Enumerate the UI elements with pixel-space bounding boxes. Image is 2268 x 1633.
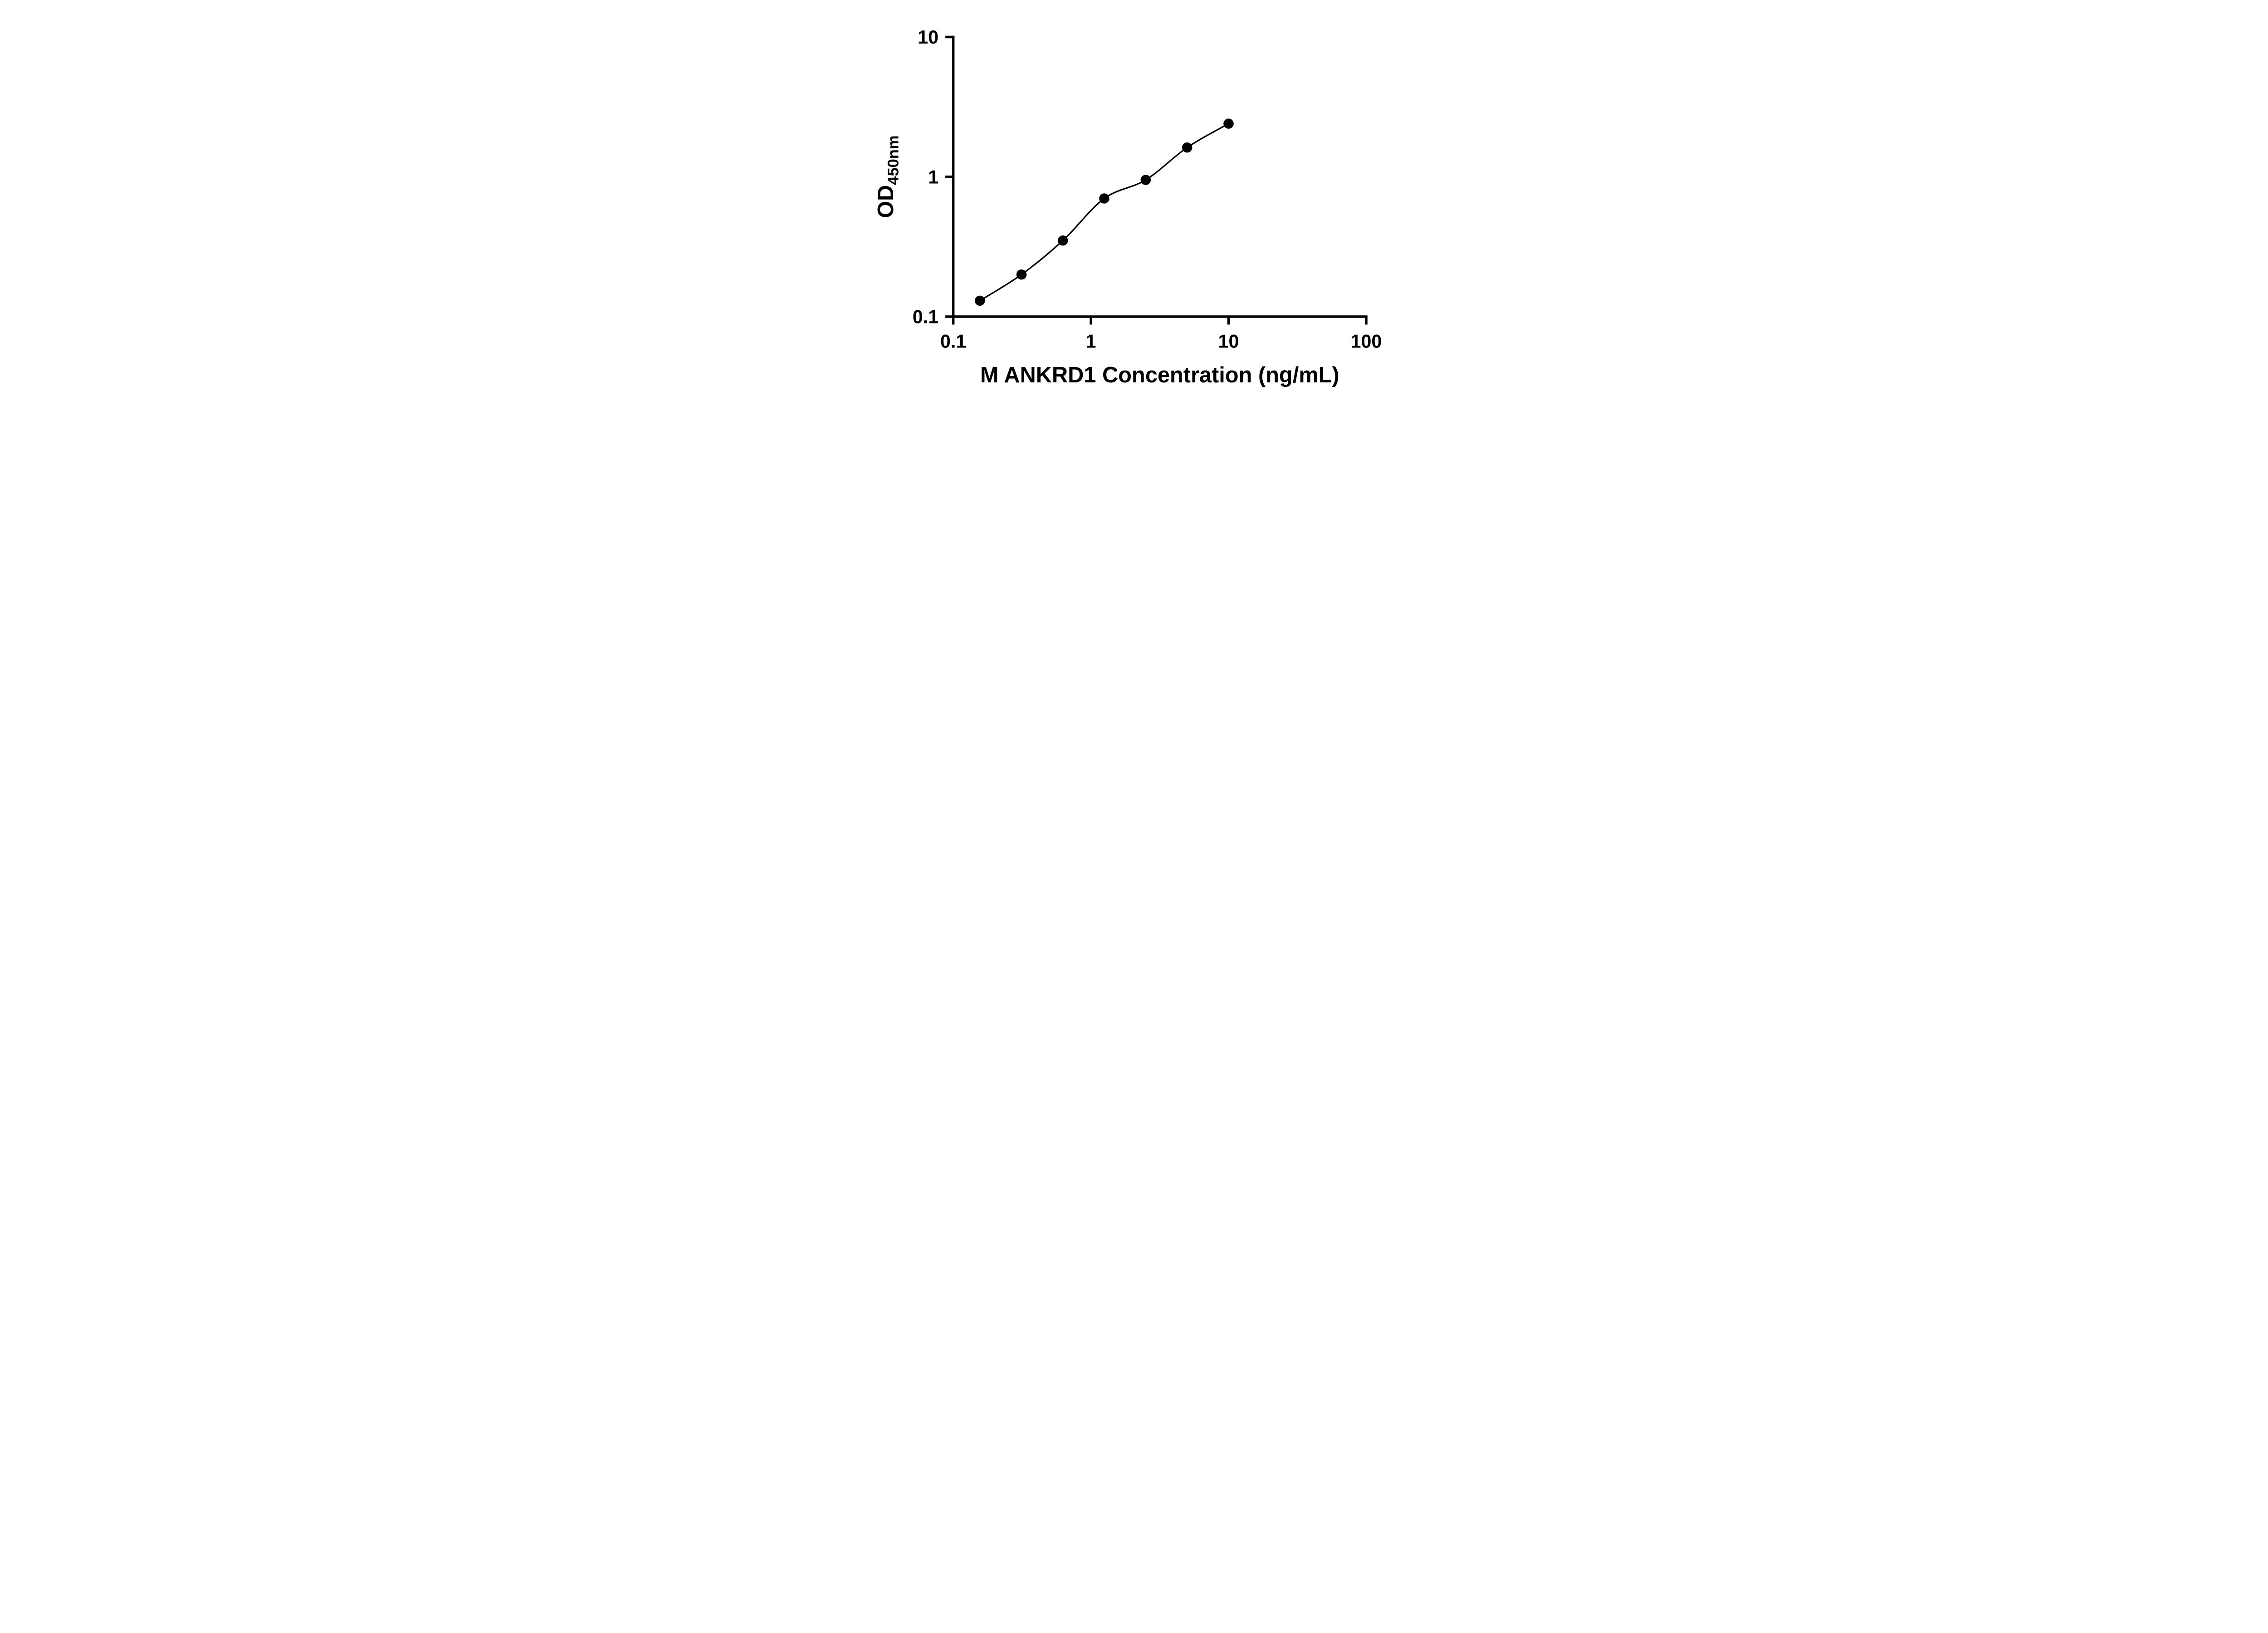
data-point [1223,118,1234,129]
y-tick-label: 10 [918,27,938,48]
data-point [1182,142,1193,153]
x-tick-label: 0.1 [940,331,966,352]
data-point [1057,235,1068,246]
tick-marks [945,35,1368,325]
y-axis-title-main: OD [874,185,898,218]
x-tick-label: 10 [1218,331,1239,352]
data-point [974,295,985,306]
axes [952,35,1368,318]
standard-curve-figure: 0.1 1 10 100 0.1 1 10 M ANKRD1 Concentration (… [848,0,1420,409]
chart-canvas: 0.1 1 10 100 0.1 1 10 M ANKRD1 Concentration (… [874,27,1382,387]
data-point [1140,175,1151,185]
y-tick-label: 0.1 [913,307,938,328]
data-points [974,118,1234,306]
x-tick-label: 100 [1351,331,1382,352]
y-axis-title-sub: 450nm [885,135,902,185]
axis-spine [952,35,1368,318]
y-axis-title: OD450nm [874,135,902,218]
data-point [1016,269,1027,280]
tick-labels: 0.1 1 10 100 0.1 1 10 [913,27,1382,352]
data-point [1099,193,1110,204]
x-tick-label: 1 [1086,331,1096,352]
x-axis-title: M ANKRD1 Concentration (ng/mL) [980,363,1339,387]
y-tick-label: 1 [928,166,938,187]
